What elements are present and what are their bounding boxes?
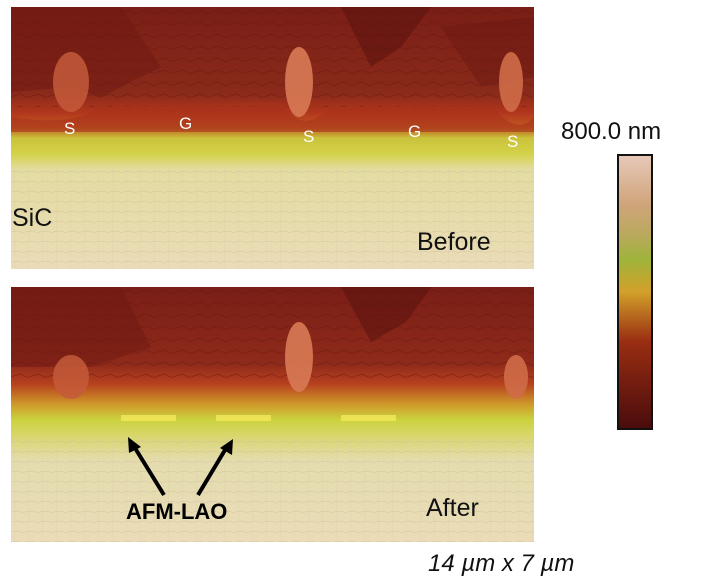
before-label: Before (417, 228, 491, 256)
region-label-g: G (408, 122, 422, 141)
afm-image-before: S G S G S SiC Before (11, 7, 534, 269)
scan-size-caption: 14 µm x 7 µm (428, 550, 575, 577)
after-label: After (426, 494, 479, 522)
region-label-g: G (179, 114, 193, 133)
color-scale-bar (617, 154, 653, 430)
afm-image-after: AFM-LAO After (11, 287, 534, 542)
color-scale-max-label: 800.0 nm (561, 118, 662, 145)
afm-lao-annotation: AFM-LAO (126, 499, 228, 524)
material-label: SiC (12, 204, 53, 232)
region-label-s: S (303, 127, 315, 146)
region-label-s: S (507, 132, 519, 151)
region-label-s: S (64, 119, 76, 138)
